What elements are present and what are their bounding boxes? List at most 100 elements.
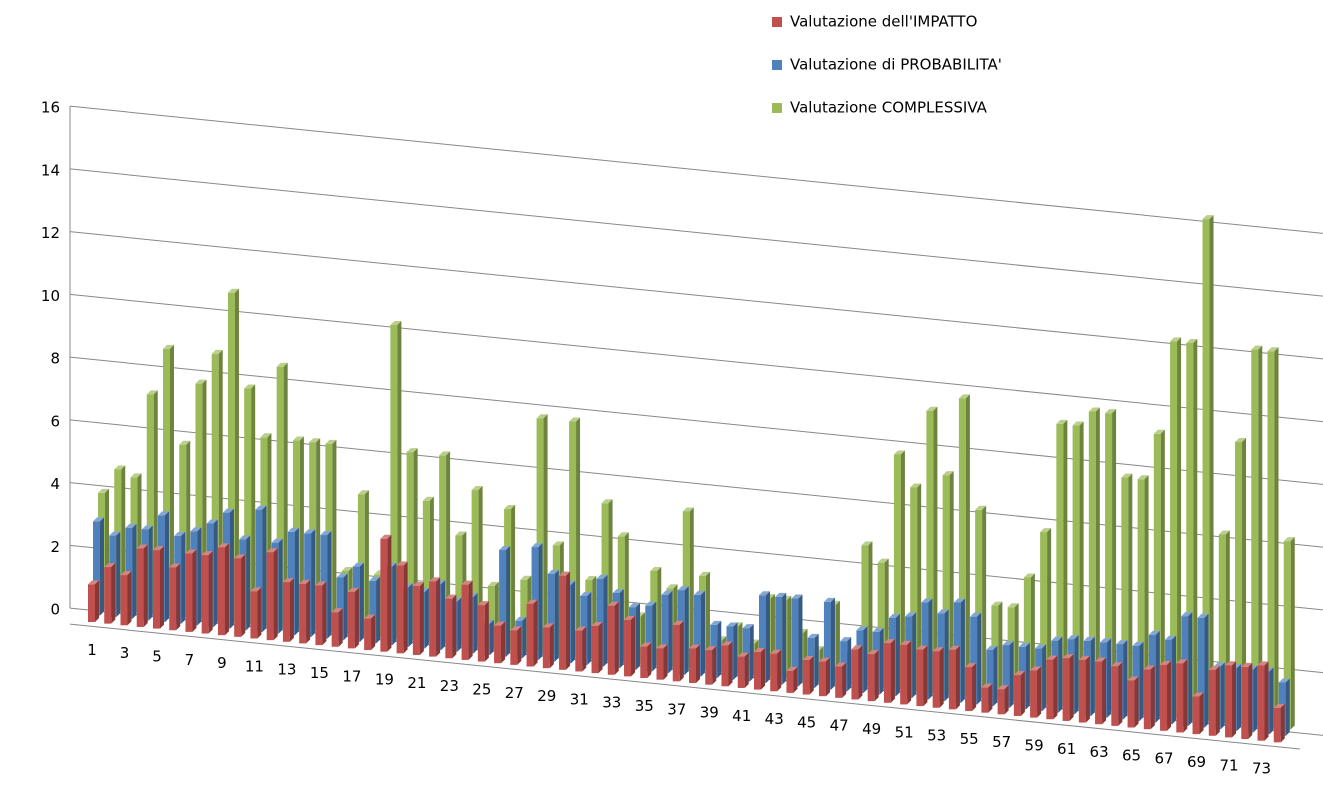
bar — [429, 577, 441, 657]
bar-top — [1137, 475, 1149, 480]
bar-top — [357, 490, 369, 495]
grid-line — [69, 231, 1323, 360]
bar — [1121, 473, 1133, 713]
bar-top — [893, 450, 905, 455]
bar-front — [1257, 665, 1265, 741]
bar-side — [793, 666, 798, 693]
bar-front — [1002, 645, 1010, 708]
bar-top — [162, 344, 174, 349]
bar-side — [159, 546, 164, 629]
bar-side — [95, 580, 99, 622]
bar-front — [656, 648, 664, 680]
bar-top — [958, 394, 970, 399]
bar-side — [354, 587, 359, 649]
bar-front — [276, 366, 284, 628]
bar-front — [986, 649, 994, 707]
bar — [255, 505, 267, 632]
bar-side — [1112, 409, 1117, 712]
bar — [88, 580, 99, 622]
bar-top — [179, 440, 191, 445]
x-tick-label: 39 — [700, 704, 719, 722]
bar-top — [114, 465, 126, 470]
bar — [721, 641, 733, 687]
bar-top — [120, 571, 132, 576]
bar-side — [842, 662, 847, 698]
bar-top — [672, 620, 684, 625]
bar-side — [241, 554, 246, 637]
bar-top — [239, 535, 251, 540]
bar-front — [851, 649, 859, 700]
bar-front — [791, 598, 799, 687]
bar — [607, 601, 619, 675]
bar-front — [1105, 413, 1113, 712]
bar-side — [939, 647, 944, 708]
bar-side — [1280, 703, 1285, 743]
bar-top — [347, 587, 359, 592]
bar-side — [1290, 537, 1295, 730]
bar-top — [461, 580, 473, 585]
bar-top — [1072, 421, 1084, 426]
bar-front — [1111, 666, 1119, 726]
bar-top — [190, 527, 202, 532]
bar-front — [569, 421, 577, 657]
bar-front — [786, 670, 794, 693]
bar-top — [282, 578, 294, 583]
bar-front — [1030, 670, 1038, 718]
bar-front — [607, 605, 615, 675]
bar-side — [619, 588, 624, 669]
bar-side — [424, 588, 429, 649]
bar-top — [250, 587, 262, 592]
bar-top — [341, 566, 353, 571]
bar-front — [694, 594, 701, 677]
bar-side — [1144, 475, 1149, 715]
bar — [932, 647, 944, 708]
bar — [234, 554, 246, 637]
bar-top — [624, 615, 636, 620]
bar-top — [1283, 537, 1295, 542]
bar-top — [612, 588, 624, 593]
bar — [499, 546, 511, 657]
bar-top — [775, 592, 787, 597]
bar-side — [1248, 662, 1253, 740]
bar-front — [250, 591, 258, 639]
bar-top — [699, 571, 710, 576]
bar — [276, 362, 288, 628]
bar-side — [1102, 657, 1107, 725]
bar — [1002, 641, 1014, 708]
bar-front — [975, 509, 983, 699]
bar-side — [1134, 676, 1139, 728]
bar-side — [376, 576, 381, 644]
bar-top — [656, 644, 668, 649]
bar-top — [807, 633, 819, 638]
bar-side — [733, 622, 738, 680]
y-tick-label: 16 — [41, 99, 60, 117]
bar-side — [972, 663, 977, 712]
bar — [591, 622, 603, 674]
bar-side — [858, 645, 863, 700]
bar — [559, 571, 571, 670]
bar — [1078, 655, 1090, 723]
bar — [624, 615, 636, 677]
bar-top — [997, 685, 1009, 690]
bar-front — [104, 567, 112, 624]
bar-side — [749, 624, 754, 682]
bar-front — [477, 605, 485, 662]
y-tick-label: 10 — [41, 287, 60, 305]
bar-front — [753, 651, 761, 690]
bar-top — [1046, 655, 1058, 660]
bar — [120, 571, 132, 626]
bar-side — [419, 581, 424, 655]
bar — [510, 626, 522, 665]
bar-side — [874, 650, 879, 702]
bar-front — [1225, 665, 1233, 738]
bar-front — [315, 585, 323, 646]
bar — [1111, 662, 1123, 726]
bar-top — [336, 573, 348, 578]
bar-top — [227, 288, 239, 293]
bar-front — [624, 619, 632, 677]
bar-side — [566, 571, 571, 670]
bar-side — [1053, 655, 1058, 720]
bar-side — [1058, 636, 1063, 713]
bar-top — [818, 657, 830, 662]
bar-top — [710, 620, 722, 625]
